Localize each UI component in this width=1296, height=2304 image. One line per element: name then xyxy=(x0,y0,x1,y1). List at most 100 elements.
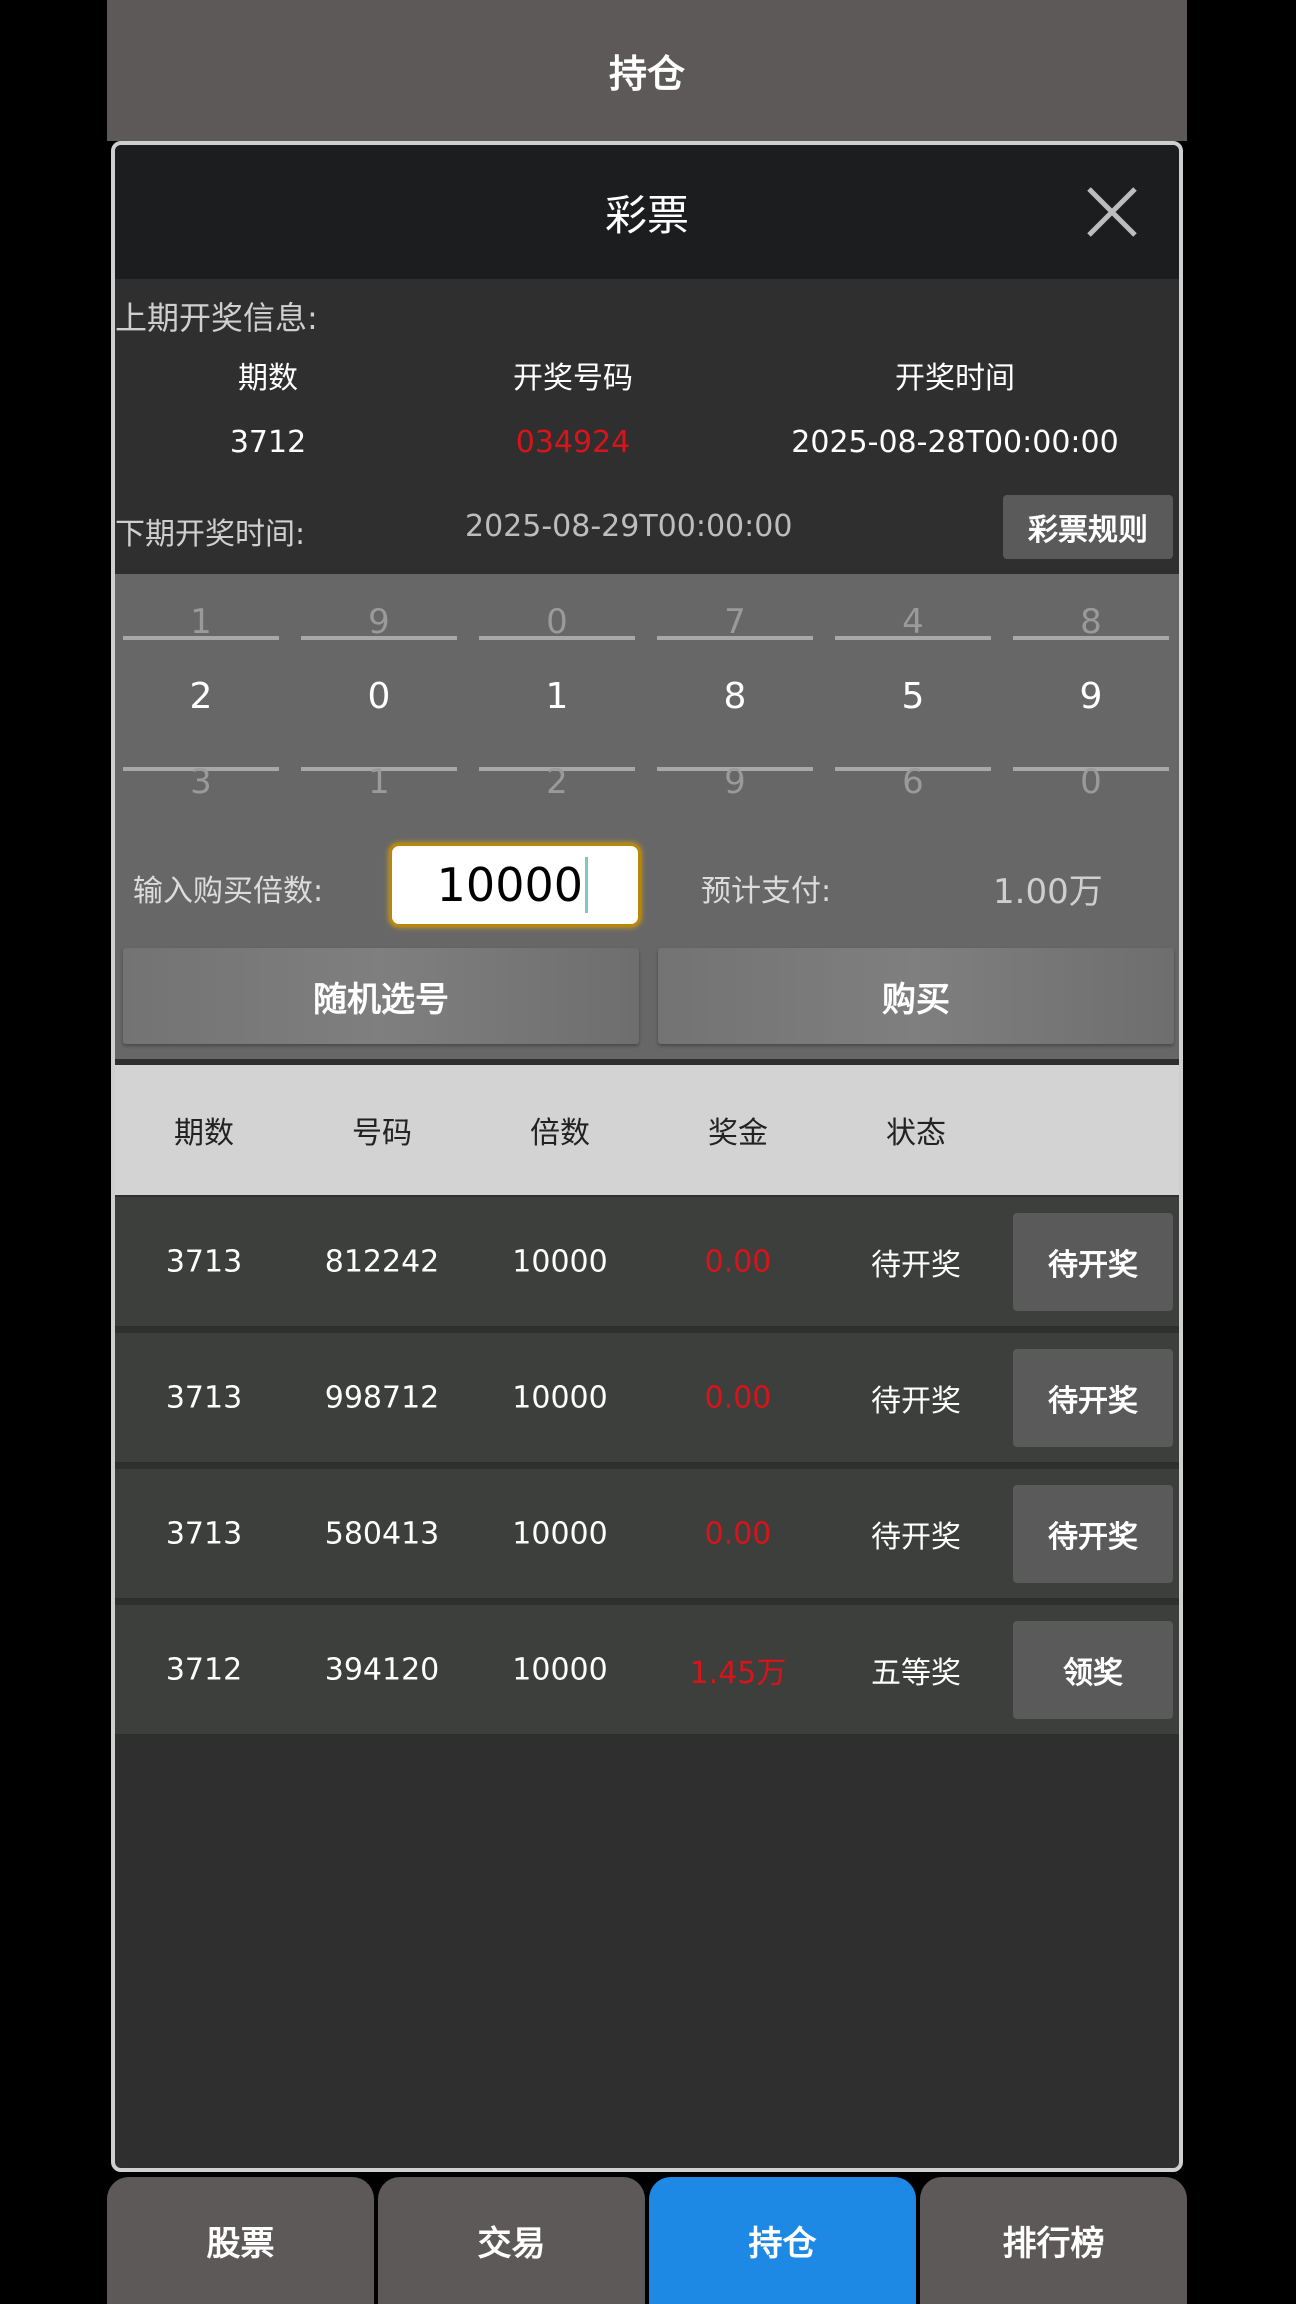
table-row: 3712 394120 10000 1.45万 五等奖 领奖 xyxy=(115,1605,1179,1734)
last-draw-label: 上期开奖信息: xyxy=(115,299,318,337)
digit-prev: 8 xyxy=(1080,602,1102,642)
divider xyxy=(479,636,635,640)
digit-wheel[interactable]: 1 2 3 xyxy=(123,574,279,874)
cell-issue: 3712 xyxy=(165,1652,243,1687)
digit-next: 9 xyxy=(724,762,746,802)
estimated-value: 1.00万 xyxy=(993,872,1103,912)
rules-button[interactable]: 彩票规则 xyxy=(1003,495,1173,559)
divider xyxy=(301,767,457,771)
cell-multiple: 10000 xyxy=(512,1516,608,1551)
digit-next: 0 xyxy=(1080,762,1102,802)
divider xyxy=(1013,636,1169,640)
digit-next: 2 xyxy=(546,762,568,802)
multiplier-input[interactable]: 10000 xyxy=(389,843,641,927)
th-status: 状态 xyxy=(886,1116,946,1151)
multiplier-label: 输入购买倍数: xyxy=(133,874,324,909)
row-action-button[interactable]: 待开奖 xyxy=(1013,1213,1173,1311)
table-row: 3713 998712 10000 0.00 待开奖 待开奖 xyxy=(115,1333,1179,1462)
digit-wheel[interactable]: 8 9 0 xyxy=(1013,574,1169,874)
digit-prev: 7 xyxy=(724,602,746,642)
divider xyxy=(123,636,279,640)
tab-1[interactable]: 交易 xyxy=(378,2177,645,2304)
cell-multiple: 10000 xyxy=(512,1244,608,1279)
col-time-header: 开奖时间 xyxy=(895,361,1015,396)
cell-number: 998712 xyxy=(324,1380,440,1415)
tab-2[interactable]: 持仓 xyxy=(649,2177,916,2304)
tab-3[interactable]: 排行榜 xyxy=(920,2177,1187,2304)
digit-selected: 0 xyxy=(367,676,391,717)
digit-next: 3 xyxy=(190,762,212,802)
table-row: 3713 580413 10000 0.00 待开奖 待开奖 xyxy=(115,1469,1179,1598)
digit-selected: 9 xyxy=(1079,676,1103,717)
bottom-tab-bar: 股票 交易 持仓 排行榜 xyxy=(107,2177,1187,2304)
digit-next: 6 xyxy=(902,762,924,802)
cell-status: 待开奖 xyxy=(871,1247,961,1283)
close-icon[interactable] xyxy=(1085,185,1139,239)
divider xyxy=(835,636,991,640)
digit-selected: 2 xyxy=(189,676,213,717)
cell-prize: 0.00 xyxy=(704,1380,772,1415)
multiplier-value: 10000 xyxy=(436,858,583,912)
col-number-header: 开奖号码 xyxy=(513,361,633,396)
random-pick-button[interactable]: 随机选号 xyxy=(123,948,639,1044)
cell-issue: 3713 xyxy=(165,1516,243,1551)
th-prize: 奖金 xyxy=(708,1116,768,1151)
cell-status: 待开奖 xyxy=(871,1519,961,1555)
digit-selected: 1 xyxy=(545,676,569,717)
digit-prev: 9 xyxy=(368,602,390,642)
next-draw-label: 下期开奖时间: xyxy=(115,517,306,552)
th-issue: 期数 xyxy=(174,1116,234,1151)
th-multiple: 倍数 xyxy=(530,1116,590,1151)
cell-prize: 0.00 xyxy=(704,1244,772,1279)
top-bar: 持仓 xyxy=(107,0,1187,141)
modal-header: 彩票 xyxy=(115,145,1179,279)
digit-selected: 5 xyxy=(901,676,925,717)
cell-multiple: 10000 xyxy=(512,1380,608,1415)
next-draw-time: 2025-08-29T00:00:00 xyxy=(465,509,793,544)
last-winning-number: 034924 xyxy=(515,425,631,460)
last-draw-time: 2025-08-28T00:00:00 xyxy=(791,425,1119,460)
cell-status: 五等奖 xyxy=(871,1655,961,1691)
divider xyxy=(301,636,457,640)
cell-prize: 1.45万 xyxy=(689,1655,787,1691)
divider xyxy=(657,636,813,640)
digit-wheel[interactable]: 7 8 9 xyxy=(657,574,813,874)
lottery-modal: 彩票 上期开奖信息: 期数 开奖号码 开奖时间 3712 034924 2025… xyxy=(111,141,1183,2172)
buy-button[interactable]: 购买 xyxy=(658,948,1174,1044)
cell-number: 580413 xyxy=(324,1516,440,1551)
col-issue-header: 期数 xyxy=(238,361,298,396)
row-action-button[interactable]: 领奖 xyxy=(1013,1621,1173,1719)
divider xyxy=(657,767,813,771)
digit-prev: 1 xyxy=(190,602,212,642)
cell-number: 812242 xyxy=(324,1244,440,1279)
digit-selected: 8 xyxy=(723,676,747,717)
digit-wheel[interactable]: 0 1 2 xyxy=(479,574,635,874)
tab-0[interactable]: 股票 xyxy=(107,2177,374,2304)
table-header: 期数 号码 倍数 奖金 状态 xyxy=(115,1065,1179,1195)
cell-issue: 3713 xyxy=(165,1380,243,1415)
modal-title: 彩票 xyxy=(604,190,689,240)
text-cursor xyxy=(585,857,588,913)
divider xyxy=(479,767,635,771)
page-title: 持仓 xyxy=(608,52,685,96)
row-action-button[interactable]: 待开奖 xyxy=(1013,1349,1173,1447)
divider xyxy=(1013,767,1169,771)
cell-issue: 3713 xyxy=(165,1244,243,1279)
digit-wheel[interactable]: 9 0 1 xyxy=(301,574,457,874)
divider xyxy=(835,767,991,771)
table-row: 3713 812242 10000 0.00 待开奖 待开奖 xyxy=(115,1197,1179,1326)
draw-info: 上期开奖信息: 期数 开奖号码 开奖时间 3712 034924 2025-08… xyxy=(115,279,1179,574)
cell-status: 待开奖 xyxy=(871,1383,961,1419)
divider xyxy=(123,767,279,771)
digit-next: 1 xyxy=(368,762,390,802)
digit-prev: 4 xyxy=(902,602,924,642)
digit-prev: 0 xyxy=(546,602,568,642)
digit-wheel[interactable]: 4 5 6 xyxy=(835,574,991,874)
row-action-button[interactable]: 待开奖 xyxy=(1013,1485,1173,1583)
cell-prize: 0.00 xyxy=(704,1516,772,1551)
th-number: 号码 xyxy=(352,1116,412,1151)
cell-number: 394120 xyxy=(324,1652,440,1687)
last-issue: 3712 xyxy=(229,425,307,460)
cell-multiple: 10000 xyxy=(512,1652,608,1687)
